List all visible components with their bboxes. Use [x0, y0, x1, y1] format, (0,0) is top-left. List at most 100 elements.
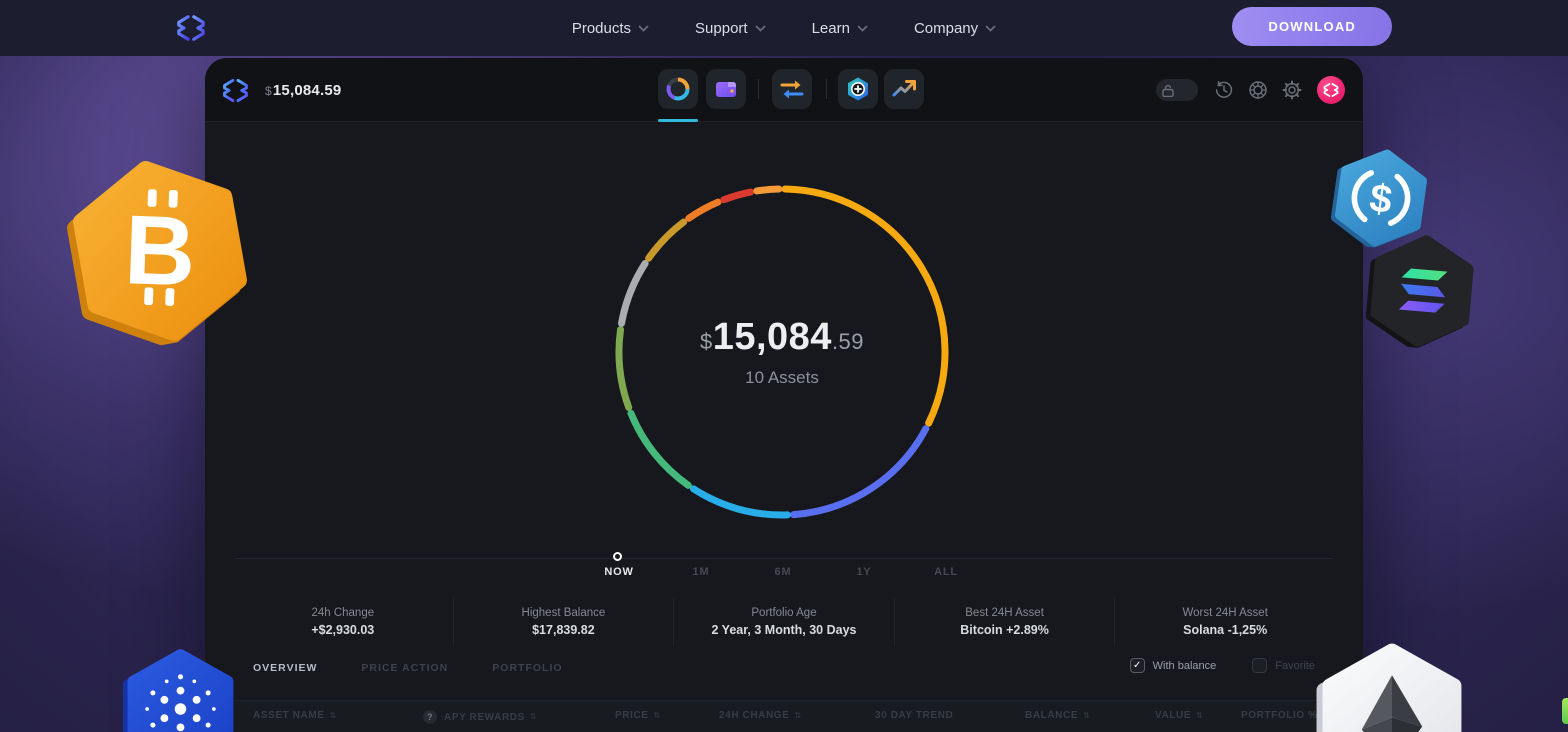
bitcoin-coin-3d: B — [67, 161, 247, 348]
history-icon[interactable] — [1213, 79, 1235, 101]
donut-segment-segment-1-amber-largest[interactable] — [781, 185, 949, 427]
sort-icon[interactable]: ⇅ — [529, 712, 538, 721]
filter-with-balance[interactable]: ✓ With balance — [1129, 658, 1217, 673]
column-30-day-trend[interactable]: 30 DAY TREND — [875, 710, 954, 721]
sort-icon[interactable]: ⇅ — [1083, 710, 1091, 720]
filter-label: With balance — [1152, 659, 1217, 672]
usdc-coin-3d: $ — [1330, 149, 1428, 249]
stat-label: Best 24H Asset — [965, 607, 1044, 619]
exodus-logo-icon — [1323, 83, 1339, 97]
donut-center-text: $15,084.59 10 Assets — [602, 172, 962, 532]
donut-segment-segment-9-red[interactable] — [720, 188, 755, 204]
wallet-app-window: $15,084.59 — [205, 58, 1363, 732]
filter-favorite[interactable]: Favorite — [1252, 658, 1315, 673]
stat-24h-change: 24h Change +$2,930.03 — [233, 598, 453, 646]
stats-row: 24h Change +$2,930.03 Highest Balance $1… — [233, 598, 1335, 646]
exodus-logo-icon[interactable] — [222, 77, 249, 104]
settings-gear-icon[interactable] — [1281, 79, 1303, 101]
tab-portfolio-donut[interactable] — [658, 69, 698, 109]
timeline-1y[interactable]: 1Y — [856, 566, 872, 578]
timeline-1m[interactable]: 1M — [692, 566, 710, 578]
donut-segment-segment-6-gray[interactable] — [618, 259, 649, 327]
profile-avatar[interactable] — [1317, 76, 1345, 104]
exodus-logo-icon[interactable] — [176, 13, 206, 43]
checkbox-checked-icon[interactable]: ✓ — [1129, 658, 1145, 673]
nav-links: Products Support Learn Company — [0, 0, 1568, 56]
stat-label: Highest Balance — [521, 607, 606, 619]
nav-item-products[interactable]: Products — [572, 20, 649, 37]
header-divider — [826, 79, 827, 99]
donut-chart-icon — [666, 77, 690, 101]
balance-amount: 15,084.59 — [272, 82, 342, 99]
column-24h-change[interactable]: 24H CHANGE ⇅ — [719, 710, 802, 721]
asset-table-header: ASSET NAME ⇅ ? APY REWARDS ⇅ PRICE ⇅ 24H… — [205, 700, 1363, 732]
chevron-down-icon — [985, 24, 996, 32]
timeline-6m[interactable]: 6M — [774, 566, 792, 578]
stat-label: Portfolio Age — [751, 607, 817, 619]
nav-item-learn[interactable]: Learn — [812, 20, 868, 37]
sort-icon[interactable]: ⇅ — [329, 710, 337, 720]
tab-buy-sell[interactable] — [838, 69, 878, 109]
ethereum-symbol — [1361, 675, 1423, 732]
tab-price-action[interactable]: PRICE ACTION — [361, 662, 449, 674]
timeline-track[interactable] — [235, 558, 1333, 559]
nav-item-label: Learn — [811, 19, 850, 37]
donut-segment-segment-5-olive[interactable] — [615, 326, 633, 411]
tab-overview[interactable]: OVERVIEW — [253, 662, 318, 674]
donut-segment-segment-3-cyan[interactable] — [689, 485, 791, 519]
solana-coin-3d — [1365, 235, 1474, 350]
donut-chart-svg — [615, 185, 949, 519]
filters: ✓ With balance Favorite — [1129, 658, 1315, 673]
swap-arrows-icon — [780, 80, 804, 99]
column-value[interactable]: VALUE ⇅ — [1155, 710, 1204, 721]
donut-segment-segment-8-orange[interactable] — [685, 198, 722, 222]
sort-icon[interactable]: ⇅ — [653, 710, 661, 720]
usdc-symbol: $ — [1351, 170, 1411, 226]
cardano-symbol — [145, 674, 216, 732]
section-tabs: OVERVIEW PRICE ACTION PORTFOLIO — [253, 662, 563, 674]
tab-trends[interactable] — [884, 69, 924, 109]
nav-item-company[interactable]: Company — [914, 20, 996, 37]
stat-value: Bitcoin +2.89% — [960, 623, 1049, 637]
assets-count: 10 Assets — [745, 368, 819, 387]
column-apy-rewards[interactable]: ? APY REWARDS ⇅ — [423, 710, 537, 724]
donut-segment-segment-4-green[interactable] — [627, 409, 692, 489]
chevron-down-icon — [857, 24, 868, 32]
column-price[interactable]: PRICE ⇅ — [615, 710, 661, 721]
balance-cents: .59 — [831, 329, 865, 354]
checkbox-unchecked-icon[interactable] — [1252, 658, 1268, 673]
svg-text:B: B — [123, 194, 198, 306]
trend-line-icon — [892, 80, 916, 97]
nav-item-support[interactable]: Support — [695, 20, 766, 37]
help-icon[interactable]: ? — [423, 710, 437, 724]
timeline-marker[interactable] — [613, 552, 622, 561]
portfolio-donut-chart[interactable]: $15,084.59 10 Assets — [602, 172, 962, 532]
stat-label: 24h Change — [311, 607, 375, 619]
sort-icon[interactable]: ⇅ — [794, 710, 802, 720]
donut-segment-segment-7-gold[interactable] — [645, 218, 688, 262]
balance-currency: $ — [265, 84, 272, 98]
timeline-now[interactable]: NOW — [604, 566, 634, 578]
tab-wallet[interactable] — [706, 69, 746, 109]
donut-segment-segment-10-light-orange[interactable] — [753, 185, 783, 195]
tab-portfolio-list[interactable]: PORTFOLIO — [492, 662, 563, 674]
balance-main: 15,084 — [712, 316, 832, 358]
privacy-lock-toggle[interactable] — [1156, 79, 1198, 101]
download-button[interactable]: DOWNLOAD — [1232, 7, 1392, 46]
tab-swap[interactable] — [772, 69, 812, 109]
stat-value: $17,839.82 — [532, 623, 595, 637]
app-header: $15,084.59 — [205, 58, 1363, 122]
lock-icon — [1162, 84, 1174, 97]
chevron-down-icon — [638, 24, 649, 32]
top-navigation: Products Support Learn Company DOWNLOAD — [0, 0, 1568, 56]
network-wheel-icon[interactable] — [1247, 79, 1269, 101]
solana-symbol — [1398, 268, 1448, 313]
timeline-all[interactable]: ALL — [934, 566, 958, 578]
nav-item-label: Company — [913, 19, 979, 37]
column-asset-name[interactable]: ASSET NAME ⇅ — [253, 710, 337, 721]
column-balance[interactable]: BALANCE ⇅ — [1025, 710, 1091, 721]
donut-segment-segment-2-blue[interactable] — [790, 425, 930, 519]
sort-icon[interactable]: ⇅ — [1196, 710, 1204, 720]
ethereum-coin-3d — [1316, 643, 1462, 732]
